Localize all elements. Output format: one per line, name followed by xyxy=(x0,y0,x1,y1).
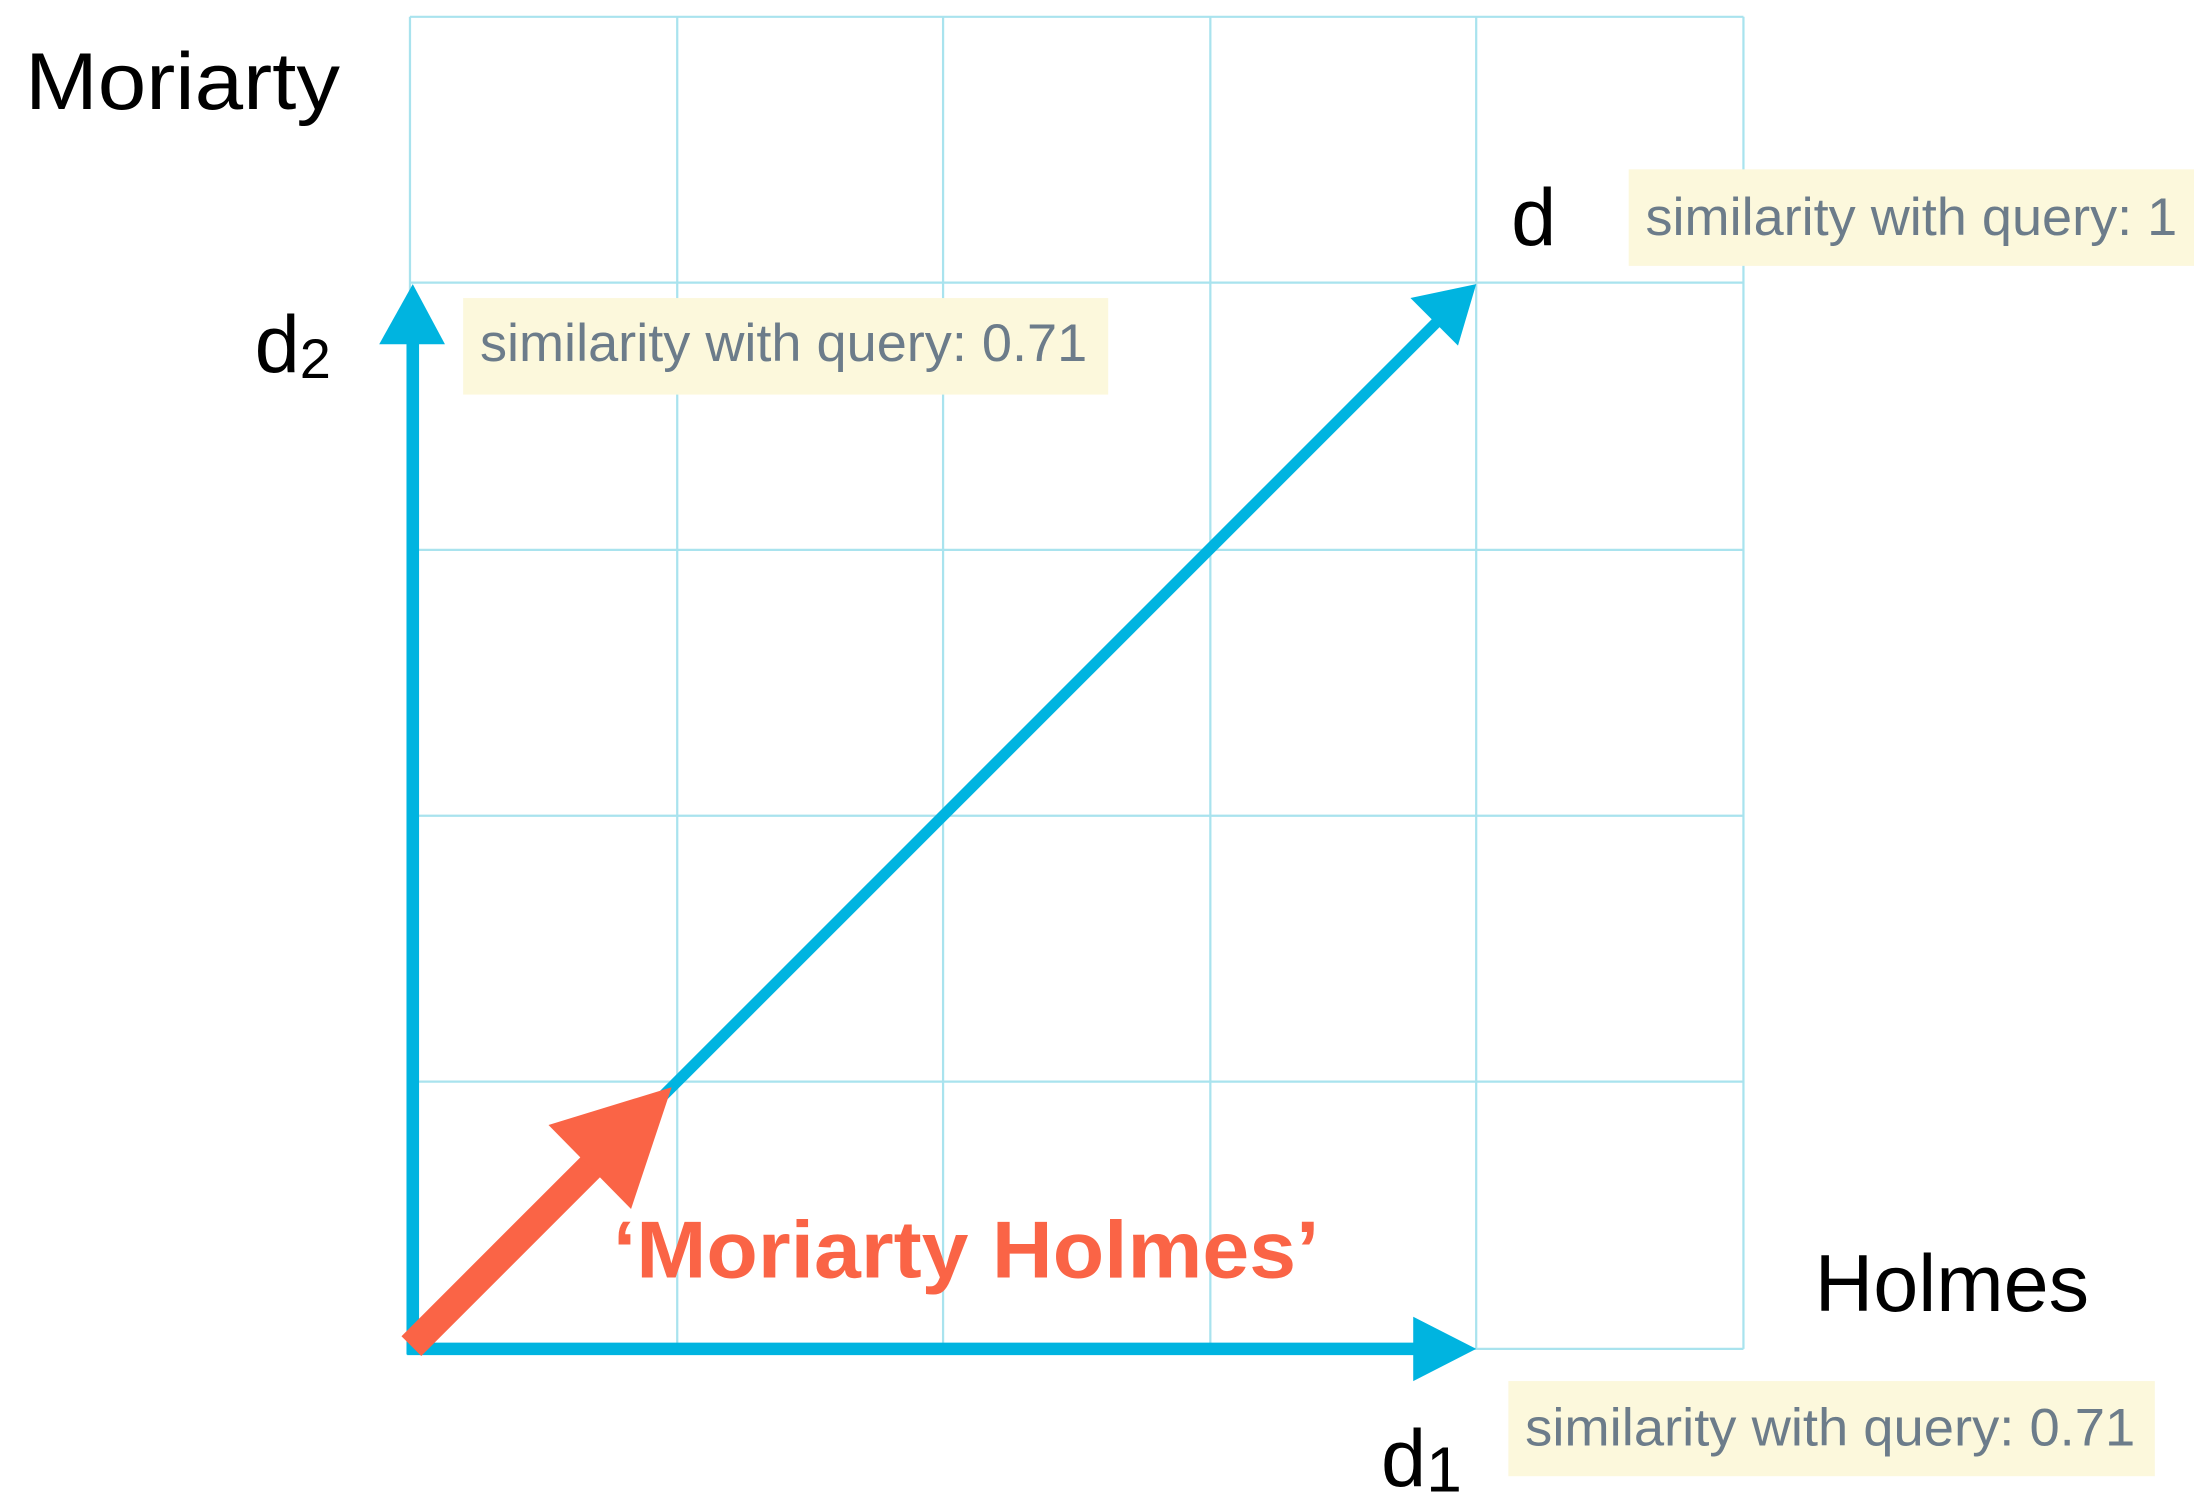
arrow-head xyxy=(1410,284,1477,346)
vector-subscript: 2 xyxy=(300,327,331,390)
query-label: ‘Moriarty Holmes’ xyxy=(613,1206,1320,1296)
similarity-label: similarity with query: 1 xyxy=(1646,188,2178,247)
vector-name: d xyxy=(255,300,300,390)
arrow-head xyxy=(548,1087,672,1209)
vector-subscript: 1 xyxy=(1426,1434,1462,1501)
axis-label: Moriarty xyxy=(25,37,340,127)
axis-label: Holmes xyxy=(1815,1239,2089,1329)
vector-name: d xyxy=(1381,1414,1426,1501)
arrow-head xyxy=(379,284,445,345)
arrow-head xyxy=(1413,1316,1477,1382)
similarity-box xyxy=(463,298,1109,395)
vector-label: d1 xyxy=(1381,1414,1462,1501)
similarity-label: similarity with query: 0.71 xyxy=(480,314,1087,373)
vector-name: d xyxy=(1511,173,1556,263)
similarity-box xyxy=(1508,1381,2155,1477)
similarity-box xyxy=(1628,169,2194,266)
query-vector xyxy=(401,1143,615,1356)
vectors xyxy=(379,284,1477,1382)
similarity-label: similarity with query: 0.71 xyxy=(1525,1398,2135,1457)
vector-d xyxy=(653,316,1443,1106)
vector-label: d2 xyxy=(255,300,331,390)
